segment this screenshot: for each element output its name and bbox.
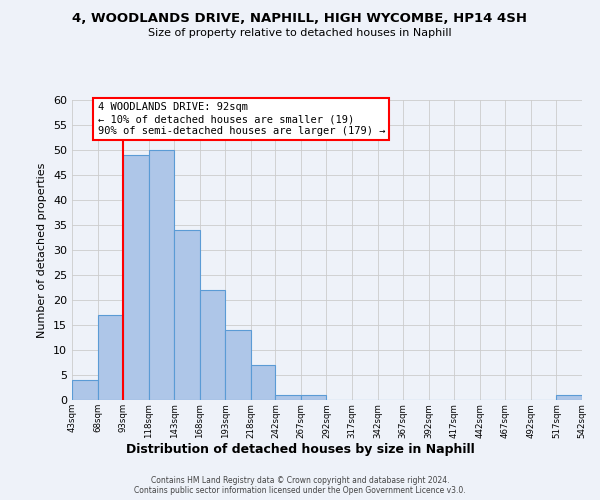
Text: 4 WOODLANDS DRIVE: 92sqm
← 10% of detached houses are smaller (19)
90% of semi-d: 4 WOODLANDS DRIVE: 92sqm ← 10% of detach… [98, 102, 385, 136]
Text: Contains HM Land Registry data © Crown copyright and database right 2024.
Contai: Contains HM Land Registry data © Crown c… [134, 476, 466, 495]
Bar [123, 155, 149, 400]
Bar [200, 290, 226, 400]
Bar [149, 150, 174, 400]
Text: Size of property relative to detached houses in Naphill: Size of property relative to detached ho… [148, 28, 452, 38]
Text: Distribution of detached houses by size in Naphill: Distribution of detached houses by size … [125, 442, 475, 456]
Bar [556, 395, 582, 400]
Bar [275, 395, 301, 400]
Y-axis label: Number of detached properties: Number of detached properties [37, 162, 47, 338]
Bar [226, 330, 251, 400]
Text: 4, WOODLANDS DRIVE, NAPHILL, HIGH WYCOMBE, HP14 4SH: 4, WOODLANDS DRIVE, NAPHILL, HIGH WYCOMB… [73, 12, 527, 26]
Bar [174, 230, 200, 400]
Bar [251, 365, 275, 400]
Bar [98, 315, 123, 400]
Bar [301, 395, 326, 400]
Bar [72, 380, 98, 400]
